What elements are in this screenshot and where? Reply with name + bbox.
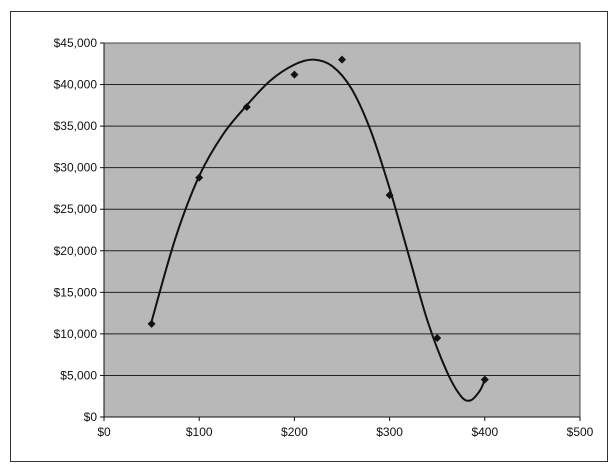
x-tick-label: $500 xyxy=(567,425,594,439)
x-tick-label: $100 xyxy=(186,425,213,439)
y-tick-label: $30,000 xyxy=(54,161,98,175)
y-tick-label: $40,000 xyxy=(54,78,98,92)
y-tick-label: $10,000 xyxy=(54,327,98,341)
x-tick-label: $300 xyxy=(376,425,403,439)
data-point xyxy=(433,334,442,343)
data-point xyxy=(480,375,489,384)
chart-frame: $0 $5,000 $10,000 $15,000 $20,000 $25,000 $30,… xyxy=(10,11,608,462)
x-tick-label: $0 xyxy=(97,425,111,439)
data-point xyxy=(242,102,251,111)
scatter-chart: $0 $5,000 $10,000 $15,000 $20,000 $25,000 $30,… xyxy=(54,36,594,439)
y-tick-label: $20,000 xyxy=(54,244,98,258)
y-tick-label: $25,000 xyxy=(54,202,98,216)
plot-area xyxy=(104,43,580,417)
y-tick-label: $15,000 xyxy=(54,285,98,299)
x-tick-label: $400 xyxy=(471,425,498,439)
data-point xyxy=(338,55,346,64)
data-point xyxy=(290,70,299,79)
y-tick-label: $35,000 xyxy=(54,119,98,133)
y-tick-label: $0 xyxy=(84,410,98,424)
x-tick-label: $200 xyxy=(281,425,308,439)
y-tick-label: $5,000 xyxy=(60,368,97,382)
y-tick-label: $45,000 xyxy=(54,36,98,50)
data-point xyxy=(195,173,204,182)
trend-curve xyxy=(150,58,486,402)
data-point xyxy=(147,319,156,328)
data-point xyxy=(385,191,394,200)
